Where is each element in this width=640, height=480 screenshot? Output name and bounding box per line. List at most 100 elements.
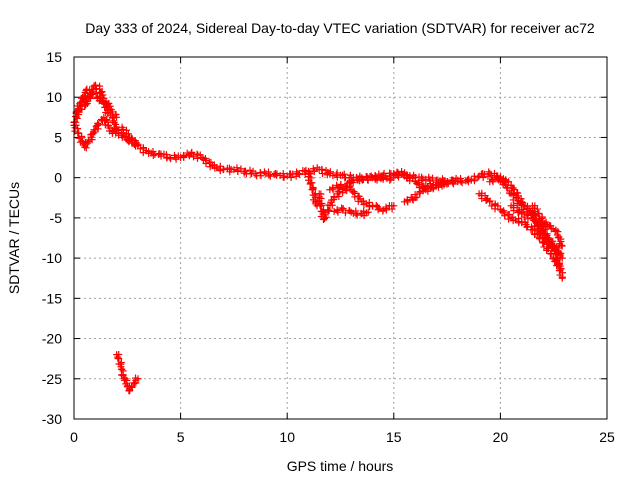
data-point xyxy=(333,207,341,215)
data-point xyxy=(113,113,121,121)
data-point xyxy=(429,174,437,182)
data-point xyxy=(337,180,345,188)
plot-frame xyxy=(73,56,608,420)
data-point xyxy=(329,186,337,194)
data-point xyxy=(92,90,100,98)
data-point xyxy=(554,248,562,256)
data-point xyxy=(349,179,357,187)
data-point xyxy=(82,98,90,106)
data-point xyxy=(415,184,423,192)
data-point xyxy=(92,82,100,90)
data-point xyxy=(340,170,348,178)
y-axis-label: SDTVAR / TECUs xyxy=(6,182,22,294)
data-point xyxy=(310,167,318,175)
data-point xyxy=(112,110,120,118)
data-point xyxy=(534,209,542,217)
data-point xyxy=(542,218,550,226)
data-point xyxy=(350,188,358,196)
data-point xyxy=(123,376,131,384)
data-point xyxy=(257,172,265,180)
data-point xyxy=(330,207,338,215)
data-point xyxy=(81,143,89,151)
data-point xyxy=(533,205,541,213)
y-tick-label: 10 xyxy=(46,89,62,105)
data-point xyxy=(225,164,233,172)
x-tick-label: 25 xyxy=(599,429,615,445)
data-point xyxy=(76,102,84,110)
data-point xyxy=(98,88,106,96)
data-point xyxy=(325,206,333,214)
data-point xyxy=(130,380,138,388)
data-point xyxy=(237,165,245,173)
data-point xyxy=(353,211,361,219)
data-point xyxy=(414,179,422,187)
data-point xyxy=(246,166,254,174)
data-point xyxy=(556,262,564,270)
data-point xyxy=(544,245,552,253)
data-point xyxy=(311,198,319,206)
data-point xyxy=(346,207,354,215)
data-point xyxy=(557,241,565,249)
x-tick-label: 5 xyxy=(177,429,185,445)
x-axis-label: GPS time / hours xyxy=(287,458,394,474)
data-point xyxy=(213,164,221,172)
data-point xyxy=(375,204,383,212)
data-point xyxy=(233,164,241,172)
data-point xyxy=(543,230,551,238)
data-point xyxy=(107,106,115,114)
data-point xyxy=(124,130,132,138)
data-point xyxy=(134,375,142,383)
data-point xyxy=(328,201,336,209)
data-point xyxy=(443,178,451,186)
x-tick-label: 20 xyxy=(493,429,509,445)
data-point xyxy=(202,160,210,168)
data-point xyxy=(489,178,497,186)
data-point xyxy=(404,198,412,206)
data-point xyxy=(89,129,97,137)
data-point xyxy=(265,168,273,176)
y-tick-label: -5 xyxy=(50,210,63,226)
data-point xyxy=(558,242,566,250)
data-point xyxy=(518,209,526,217)
data-point xyxy=(364,176,372,184)
data-point xyxy=(94,119,102,127)
data-point xyxy=(509,184,517,192)
data-point xyxy=(128,383,136,391)
data-point xyxy=(326,168,334,176)
y-tick-label: 5 xyxy=(54,129,62,145)
data-point xyxy=(352,207,360,215)
data-point xyxy=(558,254,566,262)
data-point xyxy=(313,202,321,210)
tick-labels: 0 5 10 15 20 25 -30 -25 -20 -15 -10 -5 0 5 10 15 xyxy=(42,49,615,445)
data-point xyxy=(557,235,565,243)
data-point xyxy=(104,122,112,130)
data-point xyxy=(321,215,329,223)
data-point xyxy=(112,120,120,128)
data-point xyxy=(497,173,505,181)
data-point xyxy=(318,165,326,173)
x-tick-label: 15 xyxy=(386,429,402,445)
y-tick-label: -15 xyxy=(42,290,62,306)
data-point xyxy=(308,185,316,193)
data-point xyxy=(180,154,188,162)
data-point xyxy=(128,136,136,144)
data-point xyxy=(386,172,394,180)
x-tick-label: 10 xyxy=(279,429,295,445)
data-point xyxy=(339,204,347,212)
data-point xyxy=(557,249,565,257)
data-point xyxy=(343,187,351,195)
data-point xyxy=(280,173,288,181)
data-point xyxy=(413,193,421,201)
data-point xyxy=(317,195,325,203)
data-point xyxy=(121,375,129,383)
data-point xyxy=(538,214,546,222)
data-point xyxy=(190,153,198,161)
data-point xyxy=(134,141,142,149)
y-tick-label: -20 xyxy=(42,331,62,347)
x-tick-label: 0 xyxy=(70,429,78,445)
data-point xyxy=(334,208,342,216)
data-point xyxy=(373,176,381,184)
data-point xyxy=(95,121,103,129)
data-point xyxy=(201,155,209,163)
data-point xyxy=(524,215,532,223)
